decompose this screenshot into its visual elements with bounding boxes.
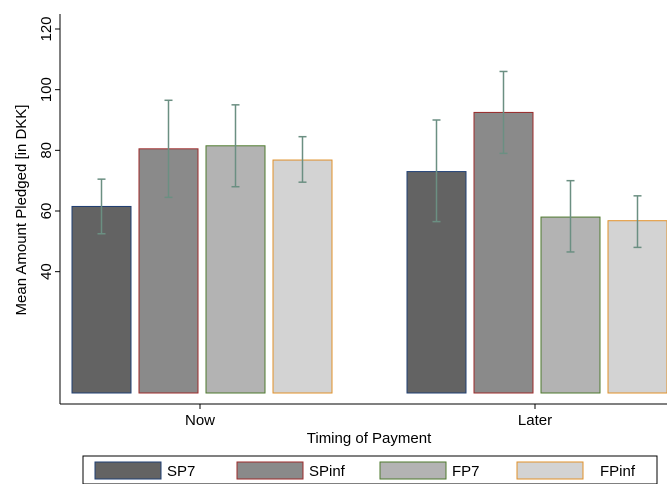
error-bar-FPinf-Now: [298, 135, 307, 183]
error-bar-SPinf-Now: [164, 99, 173, 199]
bars-layer: [71, 111, 667, 394]
error-bar-SP7-Now: [97, 178, 106, 235]
error-bar-FP7-Later: [566, 179, 575, 253]
errorbars-layer: [97, 70, 642, 253]
y-tick-label: 40: [38, 263, 55, 280]
legend-key-FP7: [379, 461, 447, 480]
legend-key-FPinf: [516, 461, 584, 480]
x-ticks-layer: Now Later: [185, 404, 552, 429]
y-tick-label: 60: [38, 203, 55, 220]
bar-SP7-Now: [71, 205, 132, 394]
legend-label-FP7: FP7: [452, 463, 480, 480]
legend-label-FPinf: FPinf: [600, 463, 636, 480]
y-tick-label: 100: [38, 77, 55, 102]
legend-label-SPinf: SPinf: [309, 463, 346, 480]
error-bar-SP7-Later: [432, 119, 441, 223]
error-bar-FPinf-Later: [633, 195, 642, 249]
y-axis-title: Mean Amount Pledged [in DKK]: [13, 105, 30, 316]
legend-key-SP7: [94, 461, 162, 480]
x-tick-label: Now: [185, 412, 215, 429]
error-bar-SPinf-Later: [499, 70, 508, 155]
legend-key-SPinf: [236, 461, 304, 480]
bar-FPinf-Now: [272, 159, 333, 394]
bar-SPinf-Later: [473, 111, 534, 394]
bar-FPinf-Later: [607, 220, 667, 394]
y-tick-label: 80: [38, 142, 55, 159]
y-tick-label: 120: [38, 16, 55, 41]
x-axis-title: Timing of Payment: [307, 430, 432, 447]
x-tick-label: Later: [518, 412, 552, 429]
error-bar-FP7-Now: [231, 104, 240, 188]
legend: SP7 SPinf FP7 FPinf: [82, 455, 658, 484]
legend-label-SP7: SP7: [167, 463, 195, 480]
plot-frame: [59, 14, 667, 405]
y-ticks-layer: 40 60 80 100 120: [38, 16, 60, 280]
